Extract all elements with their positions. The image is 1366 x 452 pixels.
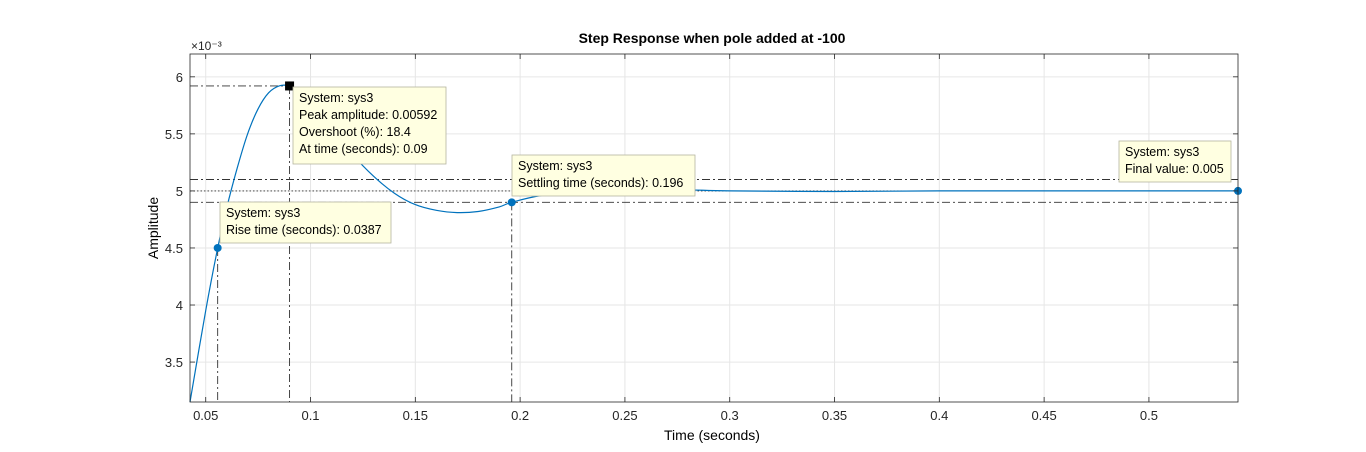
reference-lines <box>190 85 1238 402</box>
response-curve <box>189 84 1238 403</box>
datatip-settling: System: sys3 Settling time (seconds): 0.1… <box>511 154 696 197</box>
y-tick-label: 3.5 <box>165 355 183 370</box>
datatip-line: Overshoot (%): 18.4 <box>299 125 411 139</box>
x-tick-label: 0.45 <box>1031 408 1056 423</box>
y-tick-label: 5.5 <box>165 127 183 142</box>
y-tick-label: 4 <box>176 298 183 313</box>
datatip-line: Final value: 0.005 <box>1125 162 1224 176</box>
rise-time-marker <box>213 243 222 252</box>
datatip-box <box>292 86 447 165</box>
y-tick-label: 6 <box>176 70 183 85</box>
x-tick-label: 0.15 <box>403 408 428 423</box>
datatip-peak: System: sys3 Peak amplitude: 0.00592 Overs… <box>292 86 447 165</box>
x-tick-label: 0.5 <box>1140 408 1158 423</box>
y-axis-exponent: ×10⁻³ <box>191 39 222 53</box>
series-layer <box>189 84 1238 403</box>
datatips-layer: System: sys3 Peak amplitude: 0.00592 Overs… <box>219 86 1232 244</box>
datatip-line: System: sys3 <box>299 91 373 105</box>
datatip-rise: System: sys3 Rise time (seconds): 0.0387 <box>219 201 392 244</box>
datatip-line: System: sys3 <box>226 206 300 220</box>
x-axis-label: Time (seconds) <box>664 427 760 443</box>
chart-title: Step Response when pole added at -100 <box>579 30 846 46</box>
datatip-line: Peak amplitude: 0.00592 <box>299 108 437 122</box>
x-tick-label: 0.2 <box>511 408 529 423</box>
x-tick-label: 0.35 <box>822 408 847 423</box>
x-tick-label: 0.05 <box>193 408 218 423</box>
y-tick-label: 5 <box>176 184 183 199</box>
datatip-line: System: sys3 <box>518 159 592 173</box>
peak-marker <box>285 81 295 91</box>
datatip-box <box>511 154 696 197</box>
datatip-box <box>219 201 392 244</box>
datatip-line: Settling time (seconds): 0.196 <box>518 176 683 190</box>
datatip-box <box>1118 140 1232 183</box>
datatip-line: At time (seconds): 0.09 <box>299 142 428 156</box>
settling-time-marker <box>507 198 516 207</box>
y-tick-label: 4.5 <box>165 241 183 256</box>
plot-frame <box>189 53 1239 403</box>
datatip-final: System: sys3 Final value: 0.005 <box>1118 140 1232 183</box>
y-ticks: 3.5 4 4.5 5 5.5 6 <box>165 70 1238 370</box>
x-ticks: 0.05 0.1 0.15 0.2 0.25 0.3 0.35 0.4 0.45 0.5 <box>193 54 1158 423</box>
x-tick-label: 0.25 <box>612 408 637 423</box>
y-axis-label: Amplitude <box>145 197 161 259</box>
x-tick-label: 0.3 <box>721 408 739 423</box>
x-tick-label: 0.4 <box>930 408 948 423</box>
x-tick-label: 0.1 <box>301 408 319 423</box>
datatip-line: System: sys3 <box>1125 145 1199 159</box>
datatip-line: Rise time (seconds): 0.0387 <box>226 223 382 237</box>
